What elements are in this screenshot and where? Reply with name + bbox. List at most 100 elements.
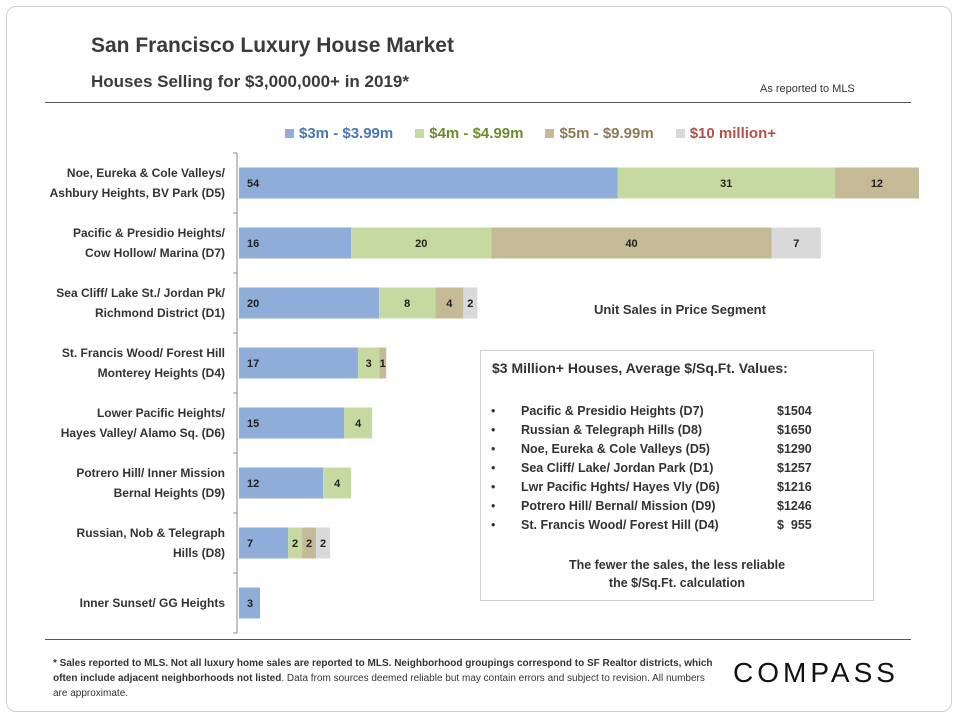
info-row: • Lwr Pacific Hghts/ Hayes Vly (D6) $1216 (491, 477, 837, 496)
info-row-name: Pacific & Presidio Heights (D7) (521, 403, 704, 418)
info-row: • St. Francis Wood/ Forest Hill (D4) $ 955 (491, 515, 837, 534)
info-row-name: Russian & Telegraph Hills (D8) (521, 422, 703, 437)
compass-logo: COMPASS (733, 657, 899, 688)
bar-segment (771, 227, 821, 259)
bullet-icon: • (491, 441, 496, 456)
footnote-rest: . Data from sources deemed reliable but … (53, 673, 705, 699)
category-label: Bernal Heights (D9) (114, 486, 225, 500)
data-label: 7 (247, 538, 253, 550)
bullet-icon: • (491, 517, 496, 532)
legend-item-10m: $10 million+ (675, 124, 776, 142)
data-label: 2 (292, 538, 298, 550)
legend-item-5m: $5m - $9.99m (545, 124, 654, 142)
category-label: Sea Cliff/ Lake St./ Jordan Pk/ (56, 286, 225, 300)
bar-segment (239, 587, 261, 619)
legend-label-10m: $10 million+ (689, 124, 776, 142)
bar-segment (239, 287, 380, 319)
source-note: As reported to MLS (760, 83, 855, 95)
info-row: • Sea Cliff/ Lake/ Jordan Park (D1) $1257 (491, 458, 837, 477)
info-row-value: $1290 (777, 441, 812, 456)
category-label: Pacific & Presidio Heights/ (73, 226, 226, 240)
info-row-name: St. Francis Wood/ Forest Hill (D4) (521, 517, 719, 532)
bar-segment (316, 527, 331, 559)
bar-segment (323, 467, 352, 499)
footnote: * Sales reported to MLS. Not all luxury … (53, 656, 713, 701)
data-label: 17 (247, 358, 259, 370)
data-label: 12 (247, 478, 259, 490)
data-label: 20 (415, 238, 427, 250)
data-label: 4 (355, 418, 362, 430)
bar-segment (239, 527, 289, 559)
legend-label-4m: $4m - $4.99m (429, 124, 524, 142)
bar-segment (379, 347, 387, 379)
legend-swatch-4m (415, 128, 425, 138)
legend-label-3m: $3m - $3.99m (299, 124, 394, 142)
info-row: • Noe, Eureka & Cole Valleys (D5) $1290 (491, 439, 837, 458)
legend-label-5m: $5m - $9.99m (559, 124, 654, 142)
info-row: • Russian & Telegraph Hills (D8) $1650 (491, 420, 837, 439)
legend-swatch-10m (675, 128, 685, 138)
info-row-value: $ 955 (777, 517, 812, 532)
data-label: 4 (446, 298, 453, 310)
bar-segment (358, 347, 380, 379)
bullet-icon: • (491, 479, 496, 494)
category-label: Potrero Hill/ Inner Mission (76, 466, 225, 480)
axis-label: Unit Sales in Price Segment (594, 302, 766, 317)
data-label: 54 (247, 178, 260, 190)
data-label: 2 (320, 538, 326, 550)
bar-segment (239, 407, 345, 439)
info-row-value: $1504 (777, 403, 812, 418)
bar-segment (491, 227, 772, 259)
bar-segment (239, 227, 352, 259)
category-label: Hills (D8) (173, 546, 225, 560)
category-label: Noe, Eureka & Cole Valleys/ (67, 166, 226, 180)
data-label: 2 (467, 298, 473, 310)
bar-segment (463, 287, 478, 319)
info-box: $3 Million+ Houses, Average $/Sq.Ft. Val… (480, 350, 874, 601)
info-row-value: $1650 (777, 422, 812, 437)
info-row-value: $1216 (777, 479, 812, 494)
bar-segment (834, 167, 919, 199)
info-row-name: Noe, Eureka & Cole Valleys (D5) (521, 441, 710, 456)
legend-swatch-3m (285, 128, 294, 138)
category-label: Inner Sunset/ GG Heights (80, 596, 226, 610)
info-note: The fewer the sales, the less reliable t… (481, 556, 873, 592)
bar-segment (239, 167, 618, 199)
data-label: 16 (247, 238, 259, 250)
data-label: 7 (793, 238, 799, 250)
info-row-value: $1246 (777, 498, 812, 513)
info-row-value: $1257 (777, 460, 812, 475)
category-label: Hayes Valley/ Alamo Sq. (D6) (61, 426, 225, 440)
bar-segment (239, 347, 359, 379)
bar-segment (379, 287, 436, 319)
bar-segment (617, 167, 835, 199)
data-label: 3 (247, 598, 253, 610)
category-label: St. Francis Wood/ Forest Hill (62, 346, 225, 360)
bar-segment (302, 527, 317, 559)
data-label: 3 (366, 358, 372, 370)
bullet-icon: • (491, 422, 496, 437)
info-row-name: Lwr Pacific Hghts/ Hayes Vly (D6) (521, 479, 720, 494)
chart-legend: $3m - $3.99m $4m - $4.99m $5m - $9.99m $… (285, 122, 798, 144)
data-label: 2 (306, 538, 312, 550)
legend-swatch-5m (545, 128, 555, 138)
page-title: San Francisco Luxury House Market (91, 34, 454, 57)
category-label: Monterey Heights (D4) (98, 366, 225, 380)
bar-segment (351, 227, 492, 259)
info-note-line2: the $/Sq.Ft. calculation (608, 576, 746, 590)
category-label: Cow Hollow/ Marina (D7) (85, 246, 225, 260)
legend-item-3m: $3m - $3.99m (285, 125, 393, 142)
data-label: 40 (625, 238, 637, 250)
bar-segment (288, 527, 303, 559)
bar-segment (239, 467, 324, 499)
footnote-bold: * Sales reported to MLS. Not all luxury … (53, 658, 713, 684)
category-label: Lower Pacific Heights/ (97, 406, 226, 420)
bullet-icon: • (491, 403, 496, 418)
data-label: 15 (247, 418, 259, 430)
page-subtitle: Houses Selling for $3,000,000+ in 2019* (91, 72, 409, 91)
data-label: 12 (871, 178, 883, 190)
data-label: 20 (247, 298, 259, 310)
top-divider (45, 102, 911, 103)
info-box-title: $3 Million+ Houses, Average $/Sq.Ft. Val… (492, 360, 788, 376)
